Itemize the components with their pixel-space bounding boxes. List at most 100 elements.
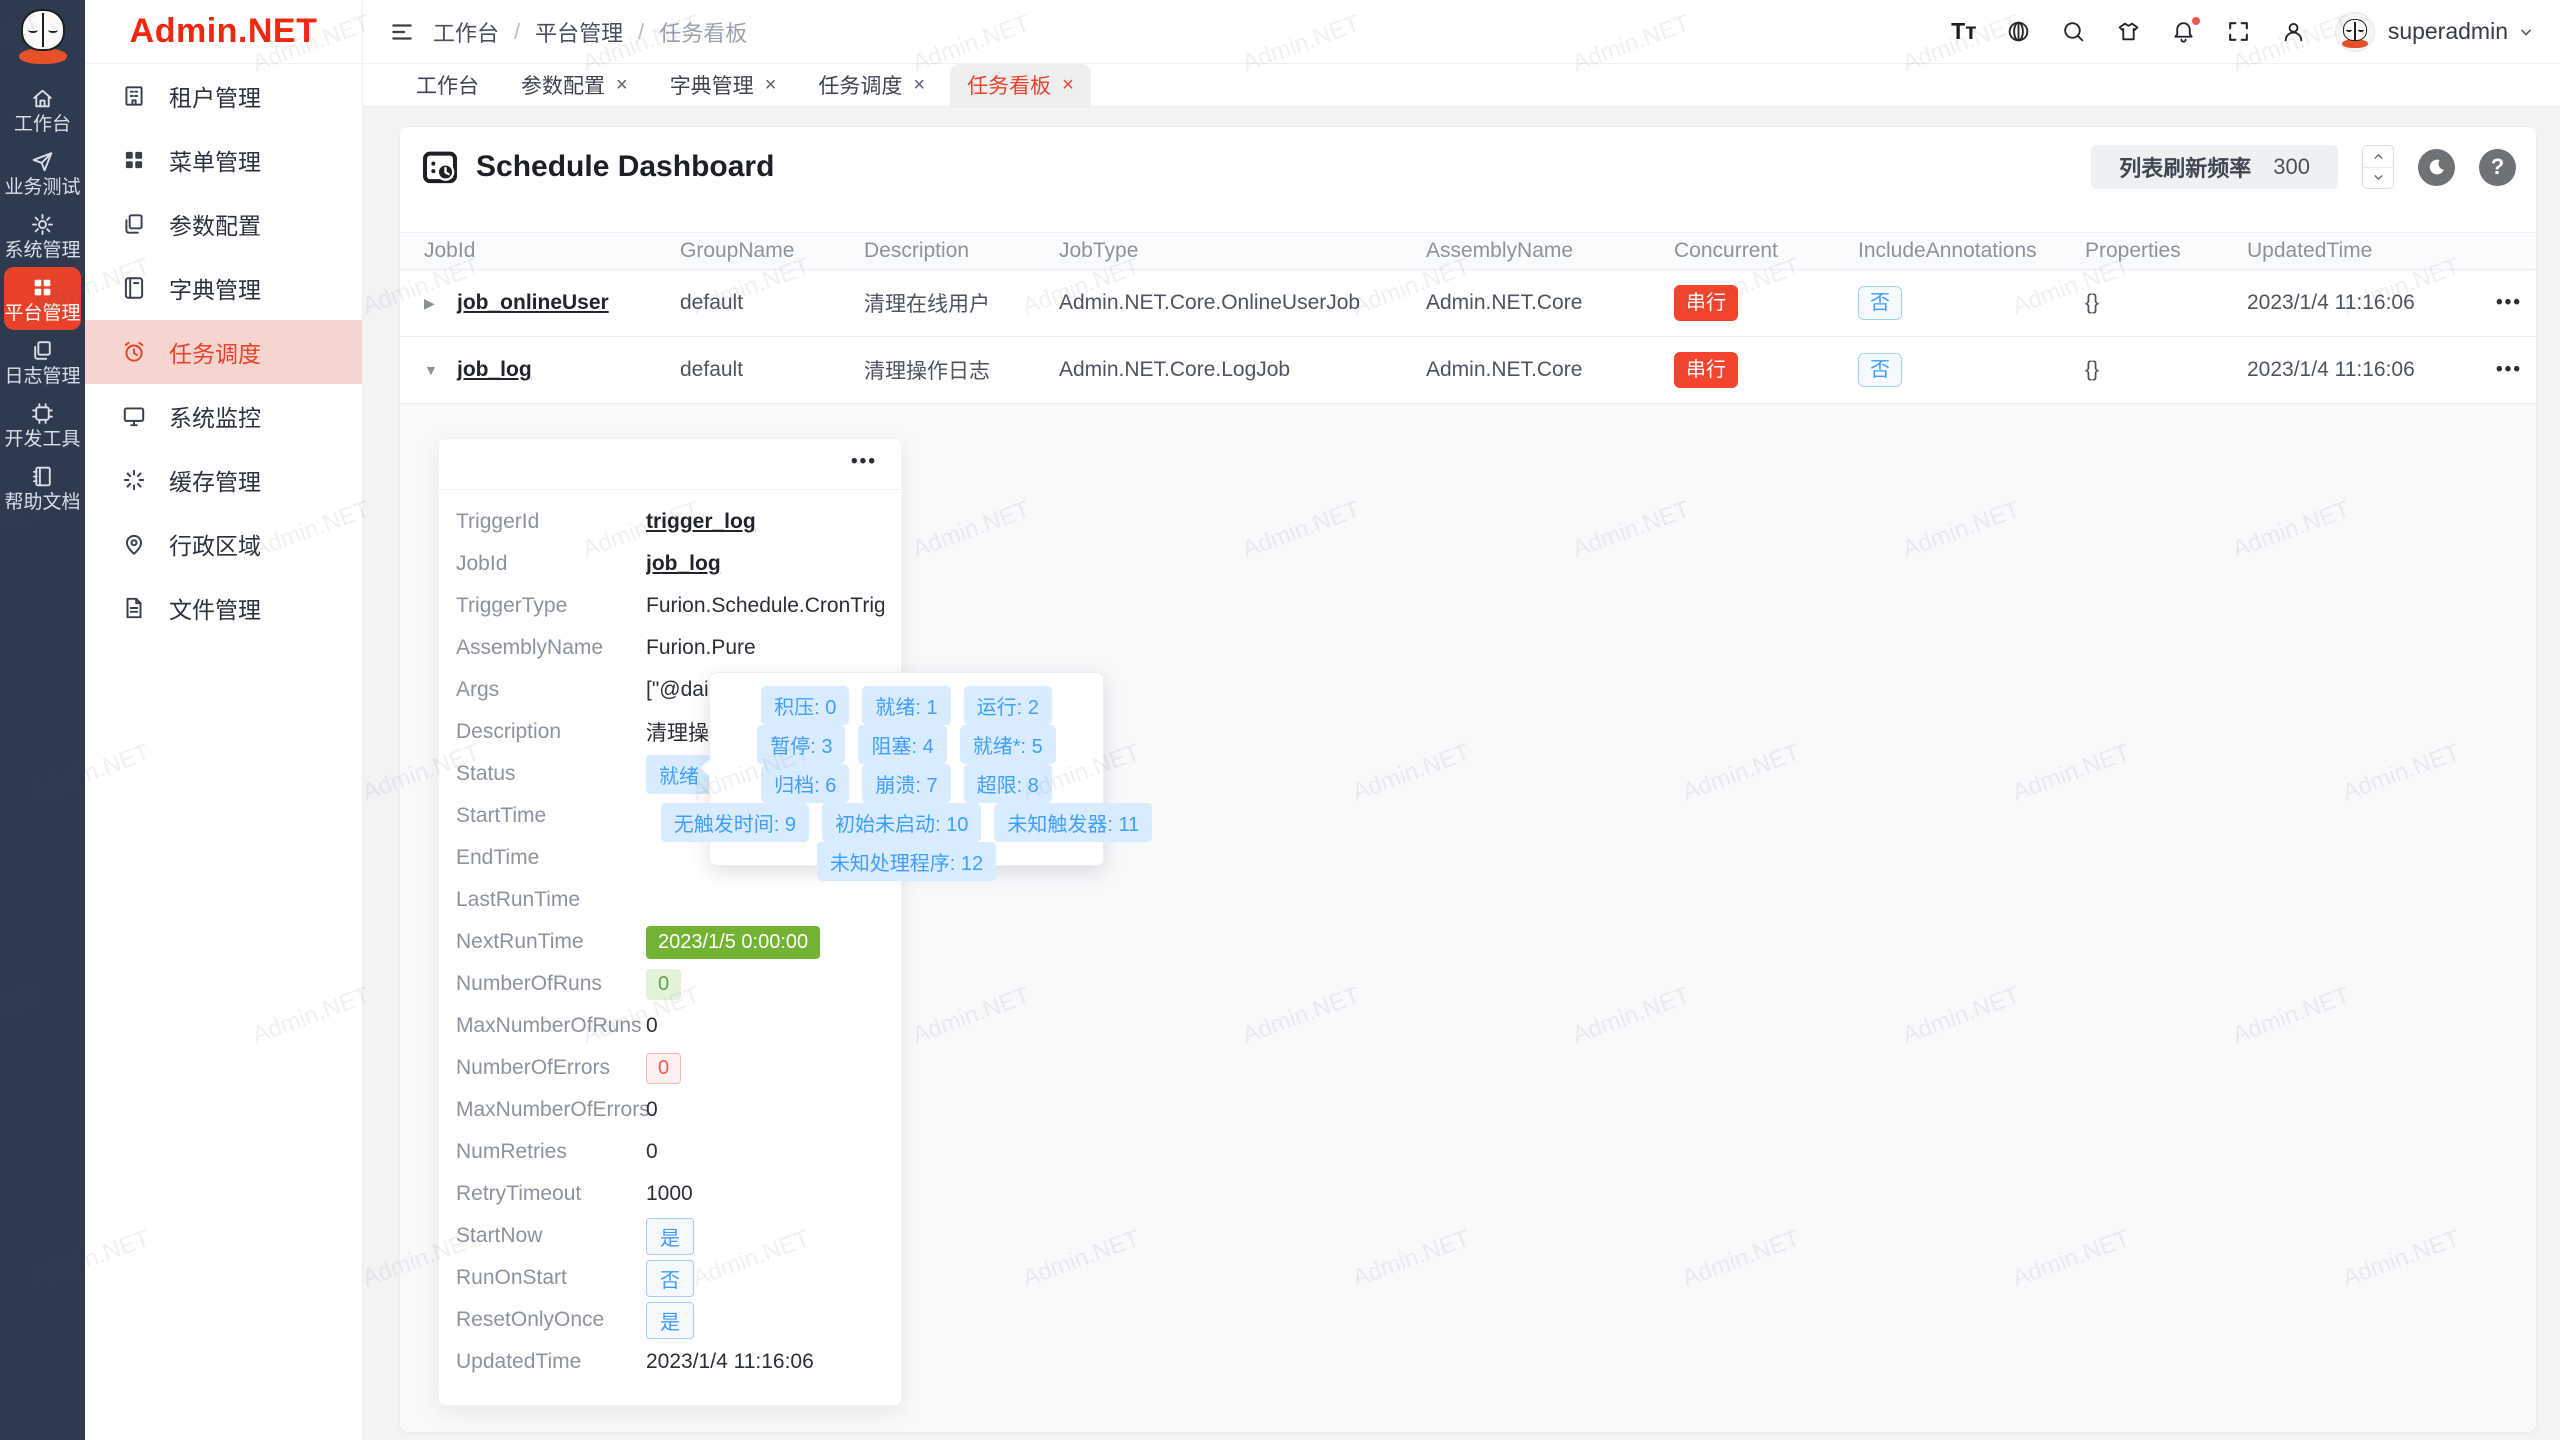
status-option-tag: 就绪*: 5 (959, 725, 1056, 764)
font-size-button[interactable]: Tт (1950, 18, 1978, 46)
tab-param-config[interactable]: 参数配置 × (504, 64, 645, 106)
refresh-rate-label: 列表刷新频率 (2119, 156, 2252, 181)
breadcrumb-item[interactable]: 工作台 (433, 20, 500, 46)
help-button[interactable]: ? (2479, 148, 2516, 186)
mascot-logo-icon (18, 9, 68, 69)
job-id-link[interactable]: job_log (646, 552, 721, 575)
avatar[interactable] (2334, 11, 2375, 52)
job-id-link[interactable]: job_log (457, 358, 532, 381)
status-tooltip: 积压: 0 就绪: 1 运行: 2 暂停: 3 阻塞: 4 就绪*: 5 归档:… (660, 672, 1153, 881)
sidebar-item-tenant-mgmt[interactable]: 租户管理 (85, 64, 362, 128)
rail-item-business-test[interactable]: 业务测试 (4, 141, 81, 204)
breadcrumb-separator: / (514, 18, 521, 44)
include-annotations-tag: 否 (1858, 286, 1902, 320)
moon-icon (2429, 159, 2444, 175)
rail-item-help-docs[interactable]: 帮助文档 (4, 456, 81, 519)
breadcrumb-item[interactable]: 平台管理 (535, 20, 624, 46)
field-label: NumberOfErrors (456, 1056, 611, 1079)
sidebar-item-system-monitor[interactable]: 系统监控 (85, 384, 362, 448)
rail-item-system-mgmt[interactable]: 系统管理 (4, 204, 81, 267)
job-type-cell: Admin.NET.Core.LogJob (1059, 358, 1291, 381)
fullscreen-button[interactable] (2225, 18, 2253, 46)
field-label: AssemblyName (456, 636, 604, 659)
user-menu[interactable]: superadmin (2388, 18, 2536, 45)
rail-item-log-mgmt[interactable]: 日志管理 (4, 330, 81, 393)
tab-dict-mgmt[interactable]: 字典管理 × (653, 64, 794, 106)
search-button[interactable] (2060, 18, 2088, 46)
trigger-id-link[interactable]: trigger_log (646, 510, 756, 533)
expand-row-icon[interactable]: ▶ (424, 294, 435, 311)
column-header: UpdatedTime (2247, 239, 2373, 262)
column-header: GroupName (680, 239, 795, 262)
tab-workbench[interactable]: 工作台 (399, 64, 496, 106)
job-id-link[interactable]: job_onlineUser (457, 291, 609, 314)
close-icon[interactable]: × (764, 74, 777, 96)
start-now-tag: 是 (646, 1217, 694, 1255)
collapse-row-icon[interactable]: ▼ (424, 362, 438, 378)
rail-item-dev-tools[interactable]: 开发工具 (4, 393, 81, 456)
tab-task-schedule[interactable]: 任务调度 × (801, 64, 942, 106)
sidebar-item-admin-region[interactable]: 行政区域 (85, 512, 362, 576)
tab-bar: 工作台 参数配置 × 字典管理 × 任务调度 × 任务看板 × (363, 64, 2560, 107)
column-header: Description (864, 239, 970, 262)
column-header: AssemblyName (1426, 239, 1574, 262)
row-more-button[interactable]: ••• (2496, 292, 2522, 313)
shirt-icon (2119, 22, 2139, 41)
menu-grid-icon (125, 151, 143, 169)
sidebar-item-cache-mgmt[interactable]: 缓存管理 (85, 448, 362, 512)
sidebar-fold-icon[interactable] (387, 17, 417, 47)
font-size-icon: Tт (1951, 18, 1977, 44)
status-tag[interactable]: 就绪 (646, 754, 712, 794)
rail-item-platform-mgmt[interactable]: 平台管理 (4, 267, 81, 330)
refresh-rate-input[interactable]: 列表刷新频率 300 (2091, 145, 2338, 189)
chip-icon (32, 402, 53, 424)
number-stepper (2362, 145, 2394, 189)
field-label: ResetOnlyOnce (456, 1308, 605, 1331)
sidebar-item-param-config[interactable]: 参数配置 (85, 192, 362, 256)
profile-button[interactable] (2280, 18, 2308, 46)
notifications-button[interactable] (2170, 14, 2202, 46)
field-label: JobId (456, 552, 508, 575)
stepper-down-button[interactable] (2363, 168, 2393, 189)
tab-label: 参数配置 (521, 75, 605, 98)
language-button[interactable] (2005, 18, 2033, 46)
chevron-up-icon (2374, 153, 2382, 159)
breadcrumb-current: 任务看板 (659, 20, 748, 46)
app-logo[interactable] (0, 0, 85, 78)
sidebar-item-menu-mgmt[interactable]: 菜单管理 (85, 128, 362, 192)
theme-button[interactable] (2115, 18, 2143, 46)
sidebar-item-dict-mgmt[interactable]: 字典管理 (85, 256, 362, 320)
stepper-up-button[interactable] (2363, 146, 2393, 168)
updated-time-cell: 2023/1/4 11:16:06 (2247, 291, 2415, 314)
sidebar-item-label: 行政区域 (169, 533, 261, 559)
status-option-tag: 运行: 2 (963, 686, 1052, 725)
field-value: Furion.Schedule.CronTrigger (646, 594, 884, 617)
row-more-button[interactable]: ••• (2496, 359, 2522, 380)
sidebar-item-file-mgmt[interactable]: 文件管理 (85, 576, 362, 640)
field-label: Status (456, 762, 516, 785)
close-icon[interactable]: × (1062, 74, 1074, 96)
status-option-tag: 归档: 6 (761, 764, 850, 803)
close-icon[interactable]: × (913, 74, 926, 96)
brand-logo-text[interactable]: Admin.NET (85, 0, 362, 64)
column-header: Properties (2085, 239, 2181, 262)
tab-label: 字典管理 (669, 75, 754, 98)
question-icon: ? (2490, 154, 2505, 179)
field-label: NumberOfRuns (456, 972, 602, 995)
dark-mode-button[interactable] (2418, 148, 2455, 186)
sidebar-item-task-schedule[interactable]: 任务调度 (85, 320, 362, 384)
table-row: ▼ job_log default 清理操作日志 Admin.NET.Core.… (400, 337, 2536, 404)
rail-item-label: 工作台 (13, 113, 71, 135)
assembly-name-cell: Admin.NET.Core (1426, 291, 1583, 314)
close-icon[interactable]: × (616, 74, 628, 96)
field-label: MaxNumberOfRuns (456, 1014, 642, 1037)
sidebar-item-label: 参数配置 (169, 213, 261, 239)
rail-item-workbench[interactable]: 工作台 (4, 78, 81, 141)
sidebar-item-label: 字典管理 (169, 277, 261, 303)
rail-item-label: 帮助文档 (4, 491, 81, 513)
tab-task-dashboard[interactable]: 任务看板 × (950, 64, 1091, 106)
detail-more-button[interactable]: ••• (851, 451, 877, 472)
status-option-tag: 阻塞: 4 (858, 725, 947, 764)
sidebar-item-label: 菜单管理 (169, 149, 261, 175)
field-label: RetryTimeout (456, 1182, 582, 1205)
